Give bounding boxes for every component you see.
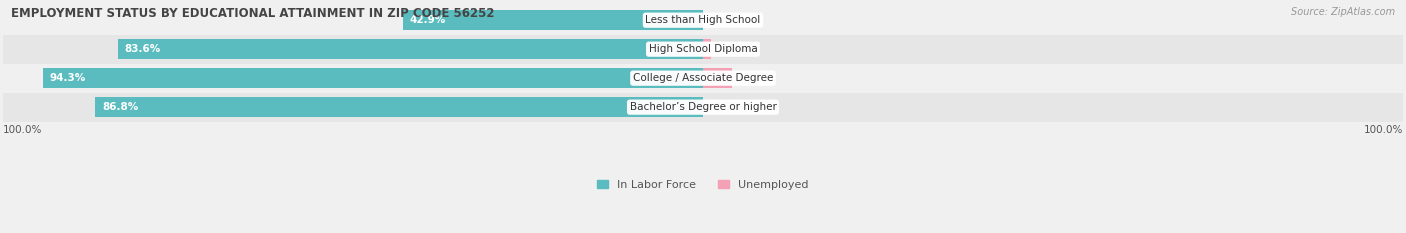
Text: 83.6%: 83.6% (125, 44, 160, 54)
Bar (402, 10, 703, 30)
Text: 86.8%: 86.8% (103, 102, 138, 112)
Bar (42, 68, 703, 88)
Bar (703, 68, 733, 88)
Text: 100.0%: 100.0% (1364, 125, 1403, 134)
Text: 42.9%: 42.9% (409, 15, 446, 25)
Text: Less than High School: Less than High School (645, 15, 761, 25)
Text: 0.0%: 0.0% (714, 15, 741, 25)
Text: EMPLOYMENT STATUS BY EDUCATIONAL ATTAINMENT IN ZIP CODE 56252: EMPLOYMENT STATUS BY EDUCATIONAL ATTAINM… (11, 7, 495, 20)
Bar (3, 6, 1403, 35)
Bar (703, 39, 710, 59)
Text: Source: ZipAtlas.com: Source: ZipAtlas.com (1291, 7, 1395, 17)
Legend: In Labor Force, Unemployed: In Labor Force, Unemployed (593, 175, 813, 195)
Bar (3, 64, 1403, 93)
Text: Bachelor’s Degree or higher: Bachelor’s Degree or higher (630, 102, 776, 112)
Text: High School Diploma: High School Diploma (648, 44, 758, 54)
Text: 4.2%: 4.2% (744, 73, 770, 83)
Text: 94.3%: 94.3% (49, 73, 86, 83)
Text: College / Associate Degree: College / Associate Degree (633, 73, 773, 83)
Bar (96, 97, 703, 117)
Text: 0.0%: 0.0% (714, 102, 741, 112)
Text: 100.0%: 100.0% (3, 125, 42, 134)
Text: 1.1%: 1.1% (721, 44, 748, 54)
Bar (3, 35, 1403, 64)
Bar (118, 39, 703, 59)
Bar (3, 93, 1403, 122)
